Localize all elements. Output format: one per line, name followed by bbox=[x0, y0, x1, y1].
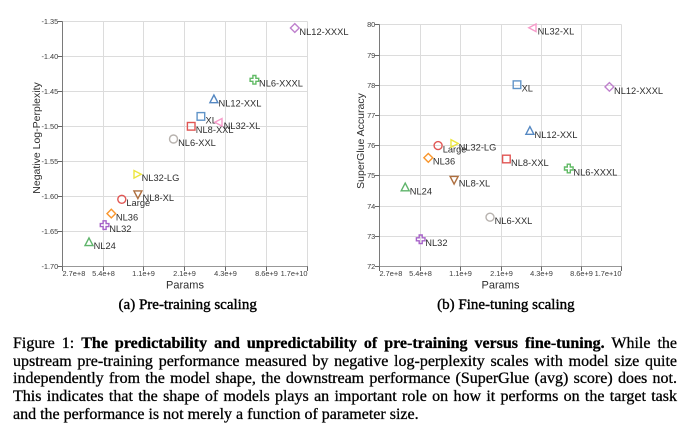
svg-text:76: 76 bbox=[367, 141, 375, 150]
svg-text:Negative Log-Perplexity: Negative Log-Perplexity bbox=[31, 82, 43, 194]
svg-text:NL32-XL: NL32-XL bbox=[224, 121, 261, 131]
svg-text:72: 72 bbox=[367, 262, 375, 271]
svg-text:78: 78 bbox=[367, 81, 375, 90]
svg-text:NL8-XL: NL8-XL bbox=[459, 179, 491, 189]
svg-text:-1.65: -1.65 bbox=[41, 227, 58, 236]
svg-text:1.7e+10: 1.7e+10 bbox=[595, 269, 622, 278]
svg-text:NL8-XXL: NL8-XXL bbox=[511, 158, 549, 168]
svg-text:NL32: NL32 bbox=[109, 224, 131, 234]
svg-text:5.4e+8: 5.4e+8 bbox=[92, 269, 115, 278]
svg-text:NL36: NL36 bbox=[433, 157, 455, 167]
svg-text:Params: Params bbox=[166, 279, 204, 291]
svg-text:NL6-XXXL: NL6-XXXL bbox=[573, 167, 617, 177]
svg-text:NL12-XXL: NL12-XXL bbox=[535, 130, 578, 140]
svg-text:8.6e+9: 8.6e+9 bbox=[570, 269, 593, 278]
svg-text:2.7e+8: 2.7e+8 bbox=[380, 269, 403, 278]
svg-text:XL: XL bbox=[206, 115, 217, 125]
svg-text:Params: Params bbox=[482, 279, 520, 291]
svg-text:2.1e+9: 2.1e+9 bbox=[490, 269, 513, 278]
svg-text:SuperGlue Accuracy: SuperGlue Accuracy bbox=[355, 92, 367, 188]
svg-text:4.3e+9: 4.3e+9 bbox=[530, 269, 553, 278]
svg-text:NL12-XXXL: NL12-XXXL bbox=[614, 86, 663, 96]
svg-text:2.7e+8: 2.7e+8 bbox=[63, 269, 86, 278]
svg-text:4.3e+9: 4.3e+9 bbox=[214, 269, 237, 278]
svg-text:NL6-XXL: NL6-XXL bbox=[495, 216, 533, 226]
svg-text:1.1e+9: 1.1e+9 bbox=[132, 269, 155, 278]
svg-text:NL12-XXL: NL12-XXL bbox=[219, 98, 262, 108]
svg-text:-1.40: -1.40 bbox=[41, 52, 58, 61]
svg-text:-1.45: -1.45 bbox=[41, 87, 58, 96]
svg-text:80: 80 bbox=[367, 20, 375, 29]
svg-text:2.1e+9: 2.1e+9 bbox=[173, 269, 196, 278]
svg-text:75: 75 bbox=[367, 171, 375, 180]
svg-text:8.6e+9: 8.6e+9 bbox=[255, 269, 278, 278]
svg-text:Large: Large bbox=[126, 198, 150, 208]
svg-text:NL24: NL24 bbox=[94, 241, 116, 251]
svg-text:NL8-XL: NL8-XL bbox=[143, 193, 175, 203]
svg-text:NL6-XXXL: NL6-XXXL bbox=[259, 79, 303, 89]
svg-text:XL: XL bbox=[522, 84, 533, 94]
svg-text:-1.60: -1.60 bbox=[41, 192, 58, 201]
svg-text:NL12-XXXL: NL12-XXXL bbox=[299, 27, 348, 37]
svg-text:NL8-XXL: NL8-XXL bbox=[196, 125, 234, 135]
svg-text:-1.70: -1.70 bbox=[41, 262, 58, 271]
svg-text:NL32-XL: NL32-XL bbox=[538, 27, 575, 37]
svg-text:NL36: NL36 bbox=[116, 213, 138, 223]
svg-text:-1.55: -1.55 bbox=[41, 157, 58, 166]
svg-text:1.1e+9: 1.1e+9 bbox=[449, 269, 472, 278]
svg-text:Large: Large bbox=[443, 145, 467, 155]
svg-text:NL32-LG: NL32-LG bbox=[459, 142, 497, 152]
svg-text:-1.35: -1.35 bbox=[41, 17, 58, 26]
svg-text:NL24: NL24 bbox=[410, 186, 432, 196]
svg-text:NL32-LG: NL32-LG bbox=[142, 173, 180, 183]
svg-text:1.7e+10: 1.7e+10 bbox=[281, 269, 308, 278]
svg-text:79: 79 bbox=[367, 51, 375, 60]
svg-text:77: 77 bbox=[367, 111, 375, 120]
svg-text:-1.50: -1.50 bbox=[41, 122, 58, 131]
svg-text:74: 74 bbox=[367, 202, 375, 211]
svg-text:NL32: NL32 bbox=[425, 238, 447, 248]
svg-text:NL6-XXL: NL6-XXL bbox=[178, 138, 216, 148]
svg-text:73: 73 bbox=[367, 232, 375, 241]
svg-text:5.4e+8: 5.4e+8 bbox=[409, 269, 432, 278]
